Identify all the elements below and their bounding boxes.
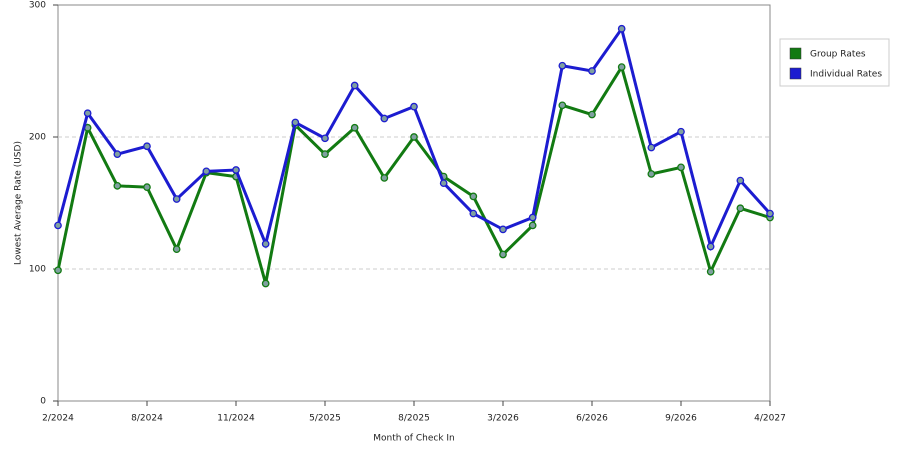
data-point [528, 213, 537, 222]
y-axis-title: Lowest Average Rate (USD) [14, 141, 24, 265]
data-point [736, 204, 745, 213]
data-point [706, 242, 715, 251]
data-point [410, 133, 418, 141]
data-point [736, 176, 745, 185]
data-point [350, 123, 359, 132]
data-point [469, 209, 478, 218]
legend-swatch [789, 67, 802, 80]
data-point [558, 61, 567, 70]
data-point [588, 67, 596, 75]
data-point [588, 110, 596, 119]
x-tick-label: 2/2024 [42, 414, 74, 424]
data-point [439, 179, 448, 188]
x-tick-label: 8/2025 [398, 414, 430, 424]
data-point [558, 101, 567, 110]
x-tick-label: 3/2026 [487, 414, 519, 424]
data-point [647, 170, 656, 178]
data-point [647, 143, 656, 152]
data-point [261, 279, 270, 288]
data-point [380, 114, 389, 123]
y-tick-label: 100 [29, 265, 46, 275]
data-point [499, 250, 507, 259]
x-axis-title: Month of Check In [373, 434, 455, 444]
data-point [143, 142, 151, 151]
x-tick-label: 8/2024 [131, 414, 163, 424]
y-tick-label: 200 [29, 133, 46, 143]
data-point [469, 192, 478, 201]
data-point [380, 174, 389, 182]
x-tick-label: 9/2026 [665, 414, 697, 424]
data-point [706, 267, 715, 276]
plot-frame [57, 4, 771, 402]
data-point [499, 225, 507, 234]
data-point [410, 102, 418, 111]
data-point [528, 221, 537, 230]
data-point [677, 127, 685, 136]
data-point [113, 150, 122, 159]
data-point [321, 134, 329, 143]
data-point [321, 150, 329, 159]
legend-label: Group Rates [810, 50, 866, 60]
y-tick-label: 300 [29, 1, 46, 11]
y-tick-label: 0 [40, 397, 46, 407]
legend-label: Individual Rates [810, 70, 882, 80]
x-tick-label: 6/2026 [576, 414, 608, 424]
data-point [113, 181, 122, 190]
data-point [350, 81, 359, 90]
data-point [677, 163, 685, 172]
data-point [172, 195, 181, 203]
data-point [261, 240, 270, 248]
data-point [202, 167, 211, 176]
data-point [617, 63, 626, 71]
data-point [54, 266, 62, 275]
data-point [617, 24, 626, 33]
data-point [54, 221, 62, 230]
data-point [172, 245, 181, 254]
legend-swatch [789, 47, 802, 60]
x-tick-label: 4/2027 [754, 414, 786, 424]
data-point [291, 118, 300, 127]
data-point [766, 209, 774, 218]
data-point [143, 183, 151, 192]
data-point [83, 109, 92, 118]
x-tick-label: 5/2025 [309, 414, 341, 424]
data-point [232, 166, 240, 174]
x-tick-label: 11/2024 [217, 414, 255, 424]
